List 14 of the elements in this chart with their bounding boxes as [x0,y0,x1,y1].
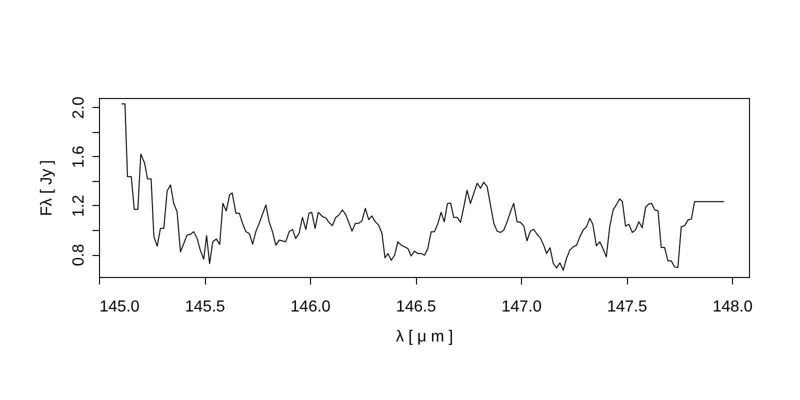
x-tick-label: 145.5 [184,298,226,316]
x-tick-label: 147.0 [502,298,542,316]
x-axis-title: λ [ μ m ] [396,328,454,346]
y-axis-title: Fλ [ Jy ] [38,160,56,216]
x-tick-label: 145.0 [100,298,140,316]
x-tick-label: 146.0 [290,298,331,316]
y-tick-label: 2.0 [70,96,88,119]
y-tick-label: 1.6 [70,146,88,168]
x-tick-label: 148.0 [712,298,753,316]
y-tick-label: 1.2 [70,194,88,218]
line-series [121,103,724,271]
x-tick-label: 146.5 [396,298,436,316]
x-tick-label: 147.5 [607,298,648,316]
y-tick-label: 0.8 [70,244,88,266]
